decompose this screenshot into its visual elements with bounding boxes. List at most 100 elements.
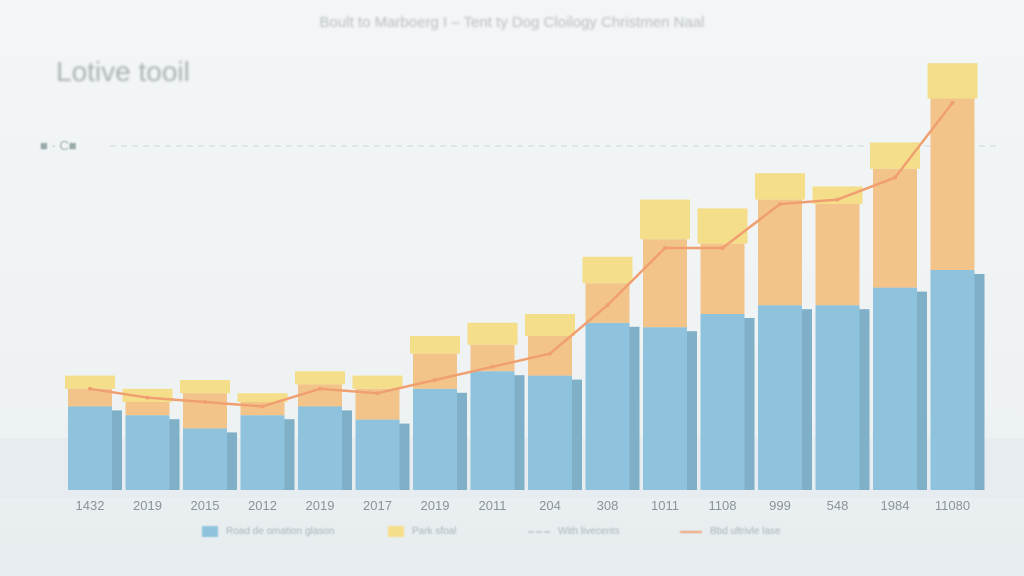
bar-cap-yellow [410, 336, 460, 354]
bar-side [802, 309, 812, 490]
chart-title: Boult to Marboerg I – Tent ty Dog Cloilo… [319, 14, 705, 31]
x-tick-label: 204 [539, 498, 561, 513]
bar-blue [298, 406, 342, 490]
bar-blue [470, 371, 515, 490]
bar-orange [183, 393, 227, 429]
bar-orange [643, 239, 687, 328]
trend-point [893, 175, 897, 180]
bar-blue [528, 375, 572, 490]
bar-side [399, 423, 410, 490]
bar-side [342, 410, 352, 490]
legend-label: Road de omation glason [226, 526, 335, 537]
legend-item-yellow: Park sfoal [388, 526, 456, 537]
bar-cap-yellow [697, 208, 748, 244]
bar-cap-yellow [582, 256, 633, 284]
bar-cap-yellow [755, 173, 805, 200]
bar-blue [183, 428, 227, 490]
bar-cap-yellow [927, 63, 978, 99]
legend-label: Bbd ultrivle lase [710, 526, 781, 537]
bar-blue [873, 287, 917, 490]
x-tick-label: 11080 [935, 498, 970, 513]
bar-side [169, 419, 180, 490]
trend-point [88, 386, 92, 391]
bar-cap-yellow [352, 375, 403, 389]
x-tick-label: 2019 [306, 498, 335, 513]
bar-cap-yellow [525, 314, 575, 336]
bar-blue [700, 314, 745, 490]
bar-blue [125, 415, 170, 490]
bar-cap-yellow [237, 393, 288, 402]
bar-orange [68, 388, 112, 407]
x-tick-label: 1108 [709, 498, 737, 513]
bar-side [629, 326, 640, 490]
bar-blue [355, 419, 400, 490]
legend-item-blue: Road de omation glason [202, 526, 334, 537]
x-tick-label: 2012 [248, 498, 277, 513]
bar-orange [758, 199, 802, 306]
trend-point [433, 378, 437, 382]
trend-point [548, 351, 552, 356]
legend-label: Park sfoal [412, 526, 457, 537]
legend-swatch [680, 530, 702, 533]
trend-point [318, 386, 322, 391]
bar-side [744, 318, 755, 490]
x-tick-label: 2011 [479, 498, 507, 513]
trend-line [89, 102, 954, 408]
bar-blue [413, 388, 457, 490]
trend-point [145, 395, 150, 400]
bar-orange [815, 204, 860, 306]
bar-blue [585, 322, 630, 490]
x-tick-label: 308 [597, 498, 619, 513]
bar-side [859, 309, 870, 490]
bar-side [514, 375, 525, 490]
bar-blue [643, 327, 687, 490]
bar-cap-yellow [640, 199, 690, 240]
bar-side [974, 274, 985, 490]
bar-orange [930, 98, 975, 271]
bar-orange [700, 243, 745, 314]
legend-swatch [528, 530, 550, 533]
trend-point [950, 100, 955, 105]
trend-point [778, 202, 782, 206]
bar-blue [758, 305, 802, 490]
legend-item-line: Bbd ultrivle lase [680, 526, 781, 537]
x-tick-label: 2015 [191, 498, 220, 513]
bar-cap-yellow [180, 380, 230, 394]
x-tick-label: 2019 [133, 498, 162, 513]
trend-point [490, 364, 495, 369]
bar-blue [815, 305, 860, 490]
trend-point [260, 404, 265, 409]
legend-swatch [202, 526, 218, 537]
bar-cap-yellow [295, 371, 345, 385]
bar-orange [873, 168, 917, 288]
x-tick-label: 548 [827, 498, 849, 513]
bar-orange [125, 402, 170, 416]
x-tick-label: 1432 [76, 498, 105, 513]
bar-blue [68, 406, 112, 490]
bar-side [457, 392, 467, 490]
bar-side [687, 331, 697, 490]
trend-point [663, 246, 667, 250]
trend-point [605, 303, 610, 308]
trend-point [375, 391, 380, 396]
axis-note: ■ · C■ [40, 138, 77, 153]
bar-side [112, 410, 122, 490]
trend-point [203, 400, 207, 404]
bar-cap-yellow [467, 322, 518, 345]
x-tick-label: 1984 [881, 498, 910, 513]
trend-point [835, 197, 840, 202]
bar-blue [240, 415, 285, 490]
x-tick-label: 999 [769, 498, 791, 513]
x-tick-label: 2019 [421, 498, 450, 513]
bar-side [227, 432, 237, 490]
legend-item-dashed: With livecents [528, 526, 620, 537]
x-tick-label: 2017 [363, 498, 392, 513]
bar-side [917, 291, 927, 490]
bar-side [284, 419, 295, 490]
bar-cap-yellow [65, 375, 115, 389]
x-tick-label: 1011 [651, 498, 679, 513]
bar-blue [930, 270, 975, 490]
legend-swatch [388, 526, 404, 537]
y-axis-label: Lotive tooil [56, 56, 190, 87]
